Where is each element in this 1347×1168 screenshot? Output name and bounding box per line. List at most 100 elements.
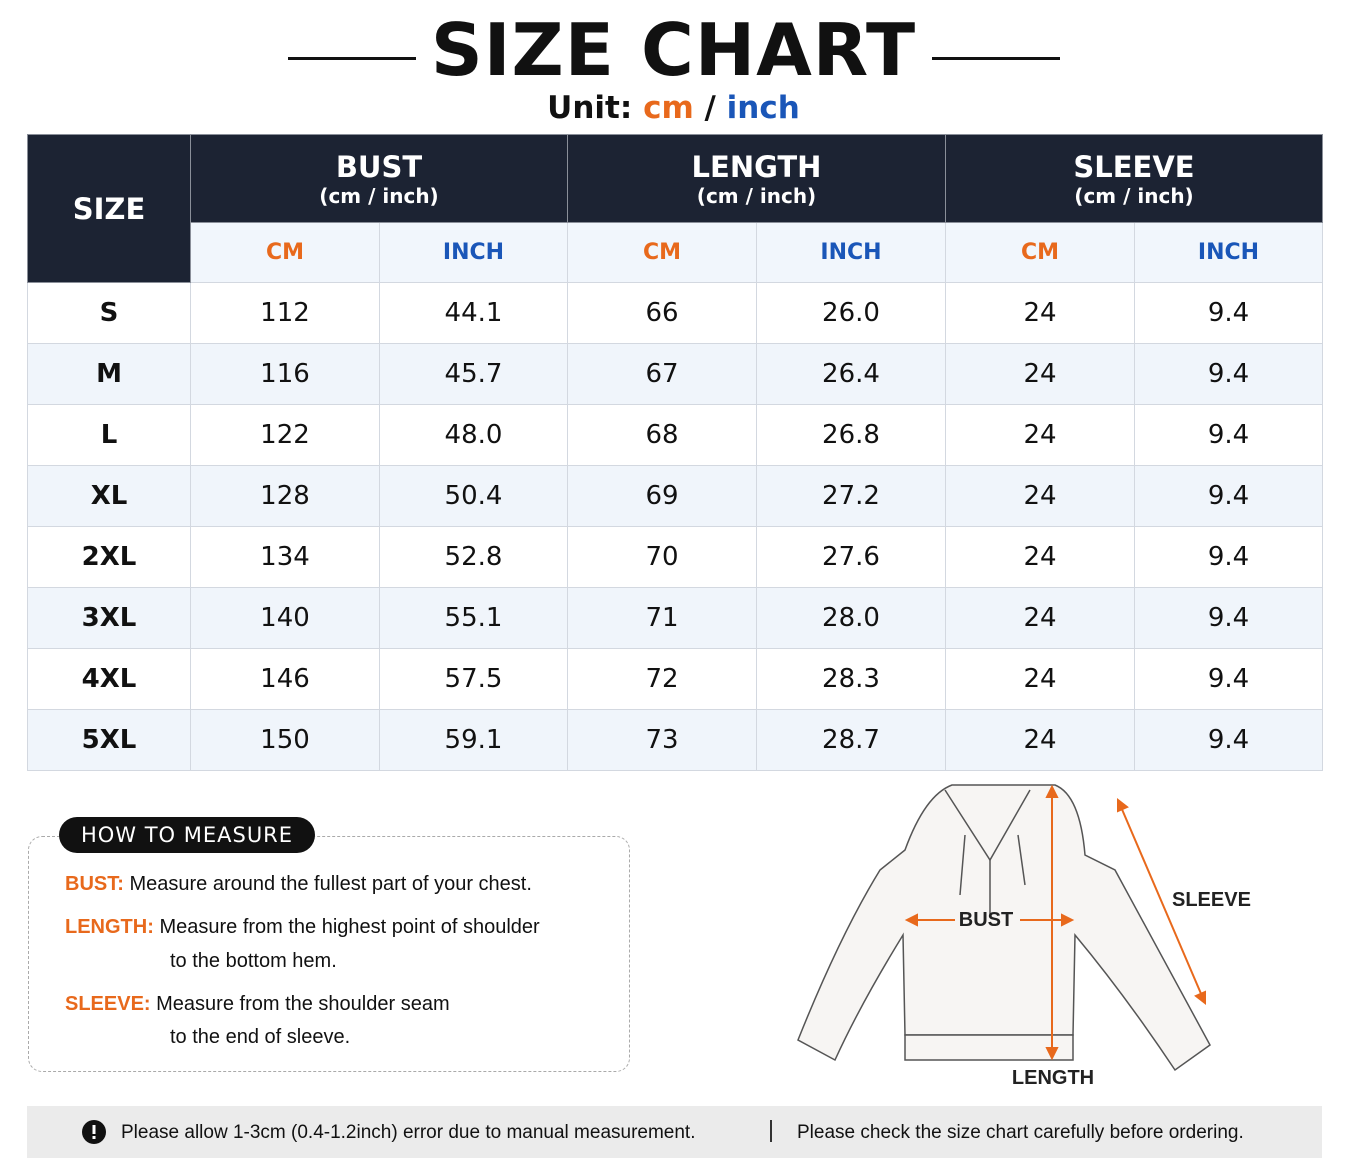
cell: 50.4 [379, 465, 568, 527]
measure-desc: Measure from the shoulder seam [156, 993, 450, 1015]
title-rule [288, 57, 416, 60]
sleeve-arrow [1117, 799, 1206, 1004]
unit-header: CM [190, 222, 380, 283]
cell: 26.4 [756, 343, 946, 405]
length-arrowheads [1045, 784, 1059, 1061]
group-name: BUST [335, 149, 423, 184]
size-cell: L [27, 404, 191, 466]
size-row: S 112 44.1 66 26.0 24 9.4 [27, 282, 1323, 344]
length-label: LENGTH [1012, 1067, 1094, 1089]
cell: 9.4 [1134, 465, 1323, 527]
unit-label: Unit: [547, 90, 633, 126]
group-sub: (cm / inch) [696, 183, 817, 208]
cell: 9.4 [1134, 709, 1323, 771]
group-sub: (cm / inch) [319, 183, 439, 208]
size-cell: XL [27, 465, 191, 527]
hoodie-hem [904, 1034, 1074, 1061]
hoodie-drawstring [959, 834, 1026, 896]
size-cell: 2XL [27, 526, 191, 588]
group-header: SLEEVE (cm / inch) [945, 134, 1323, 223]
cell: 24 [945, 282, 1135, 344]
group-name: SLEEVE [1073, 149, 1195, 184]
unit-header: CM [567, 222, 757, 283]
title-rule [932, 57, 1060, 60]
measure-term: BUST: [65, 873, 124, 895]
cell: 44.1 [379, 282, 568, 344]
cell: 28.0 [756, 587, 946, 649]
cell: 24 [945, 709, 1135, 771]
cell: 24 [945, 526, 1135, 588]
cell: 71 [567, 587, 757, 649]
cell: 24 [945, 465, 1135, 527]
size-row: 2XL 134 52.8 70 27.6 24 9.4 [27, 526, 1323, 588]
cell: 26.0 [756, 282, 946, 344]
warning-icon [82, 1120, 106, 1144]
cell: 68 [567, 404, 757, 466]
cell: 9.4 [1134, 282, 1323, 344]
measure-title: HOW TO MEASURE [59, 817, 315, 853]
cell: 24 [945, 587, 1135, 649]
size-cell: 4XL [27, 648, 191, 710]
footer-divider [770, 1120, 772, 1142]
cell: 57.5 [379, 648, 568, 710]
unit-header: CM [945, 222, 1135, 283]
cell: 52.8 [379, 526, 568, 588]
cell: 9.4 [1134, 343, 1323, 405]
unit-line: Unit: cm / inch [0, 90, 1347, 126]
measure-line: to the end of sleeve. [170, 1026, 351, 1048]
cell: 112 [190, 282, 380, 344]
measure-desc: Measure from the highest point of should… [159, 916, 540, 938]
cell: 45.7 [379, 343, 568, 405]
size-row: M 116 45.7 67 26.4 24 9.4 [27, 343, 1323, 405]
group-header: BUST (cm / inch) [190, 134, 568, 223]
unit-header: INCH [379, 222, 568, 283]
cell: 69 [567, 465, 757, 527]
cell: 146 [190, 648, 380, 710]
measure-line: LENGTH: Measure from the highest point o… [65, 916, 540, 939]
group-sub: (cm / inch) [1074, 183, 1194, 208]
size-cell: S [27, 282, 191, 344]
cell: 128 [190, 465, 380, 527]
cell: 26.8 [756, 404, 946, 466]
cell: 66 [567, 282, 757, 344]
measure-desc: Measure around the fullest part of your … [129, 873, 532, 895]
cell: 150 [190, 709, 380, 771]
size-table: SIZE BUST (cm / inch) LENGTH (cm / inch) SLEE… [27, 134, 1323, 771]
cell: 59.1 [379, 709, 568, 771]
group-header: LENGTH (cm / inch) [567, 134, 946, 223]
cell: 134 [190, 526, 380, 588]
cell: 72 [567, 648, 757, 710]
size-row: XL 128 50.4 69 27.2 24 9.4 [27, 465, 1323, 527]
cell: 24 [945, 404, 1135, 466]
sleeve-label: SLEEVE [1172, 889, 1251, 911]
unit-row: CM INCH CM INCH CM INCH [28, 222, 1323, 283]
sleeve-arrowheads [1117, 797, 1206, 1006]
size-row: 4XL 146 57.5 72 28.3 24 9.4 [27, 648, 1323, 710]
size-header: SIZE [27, 134, 191, 283]
cell: 9.4 [1134, 648, 1323, 710]
cell: 55.1 [379, 587, 568, 649]
hoodie-diagram: BUST LENGTH SLEEVE [797, 784, 1251, 1089]
measure-term: LENGTH: [65, 916, 154, 938]
group-name: LENGTH [691, 149, 822, 184]
measure-term: SLEEVE: [65, 993, 151, 1015]
measure-box [28, 836, 630, 1072]
cell: 140 [190, 587, 380, 649]
cell: 27.2 [756, 465, 946, 527]
cell: 24 [945, 343, 1135, 405]
cell: 70 [567, 526, 757, 588]
cell: 48.0 [379, 404, 568, 466]
size-row: 5XL 150 59.1 73 28.7 24 9.4 [27, 709, 1323, 771]
cell: 9.4 [1134, 404, 1323, 466]
unit-inch: inch [726, 90, 800, 126]
bust-arrowheads [904, 913, 1075, 927]
unit-header: INCH [756, 222, 946, 283]
cell: 9.4 [1134, 526, 1323, 588]
footer-note: Please allow 1-3cm (0.4-1.2inch) error d… [121, 1122, 696, 1143]
cell: 116 [190, 343, 380, 405]
size-row: 3XL 140 55.1 71 28.0 24 9.4 [27, 587, 1323, 649]
unit-cm: cm [643, 90, 694, 126]
measure-line: BUST: Measure around the fullest part of… [65, 873, 532, 896]
cell: 122 [190, 404, 380, 466]
